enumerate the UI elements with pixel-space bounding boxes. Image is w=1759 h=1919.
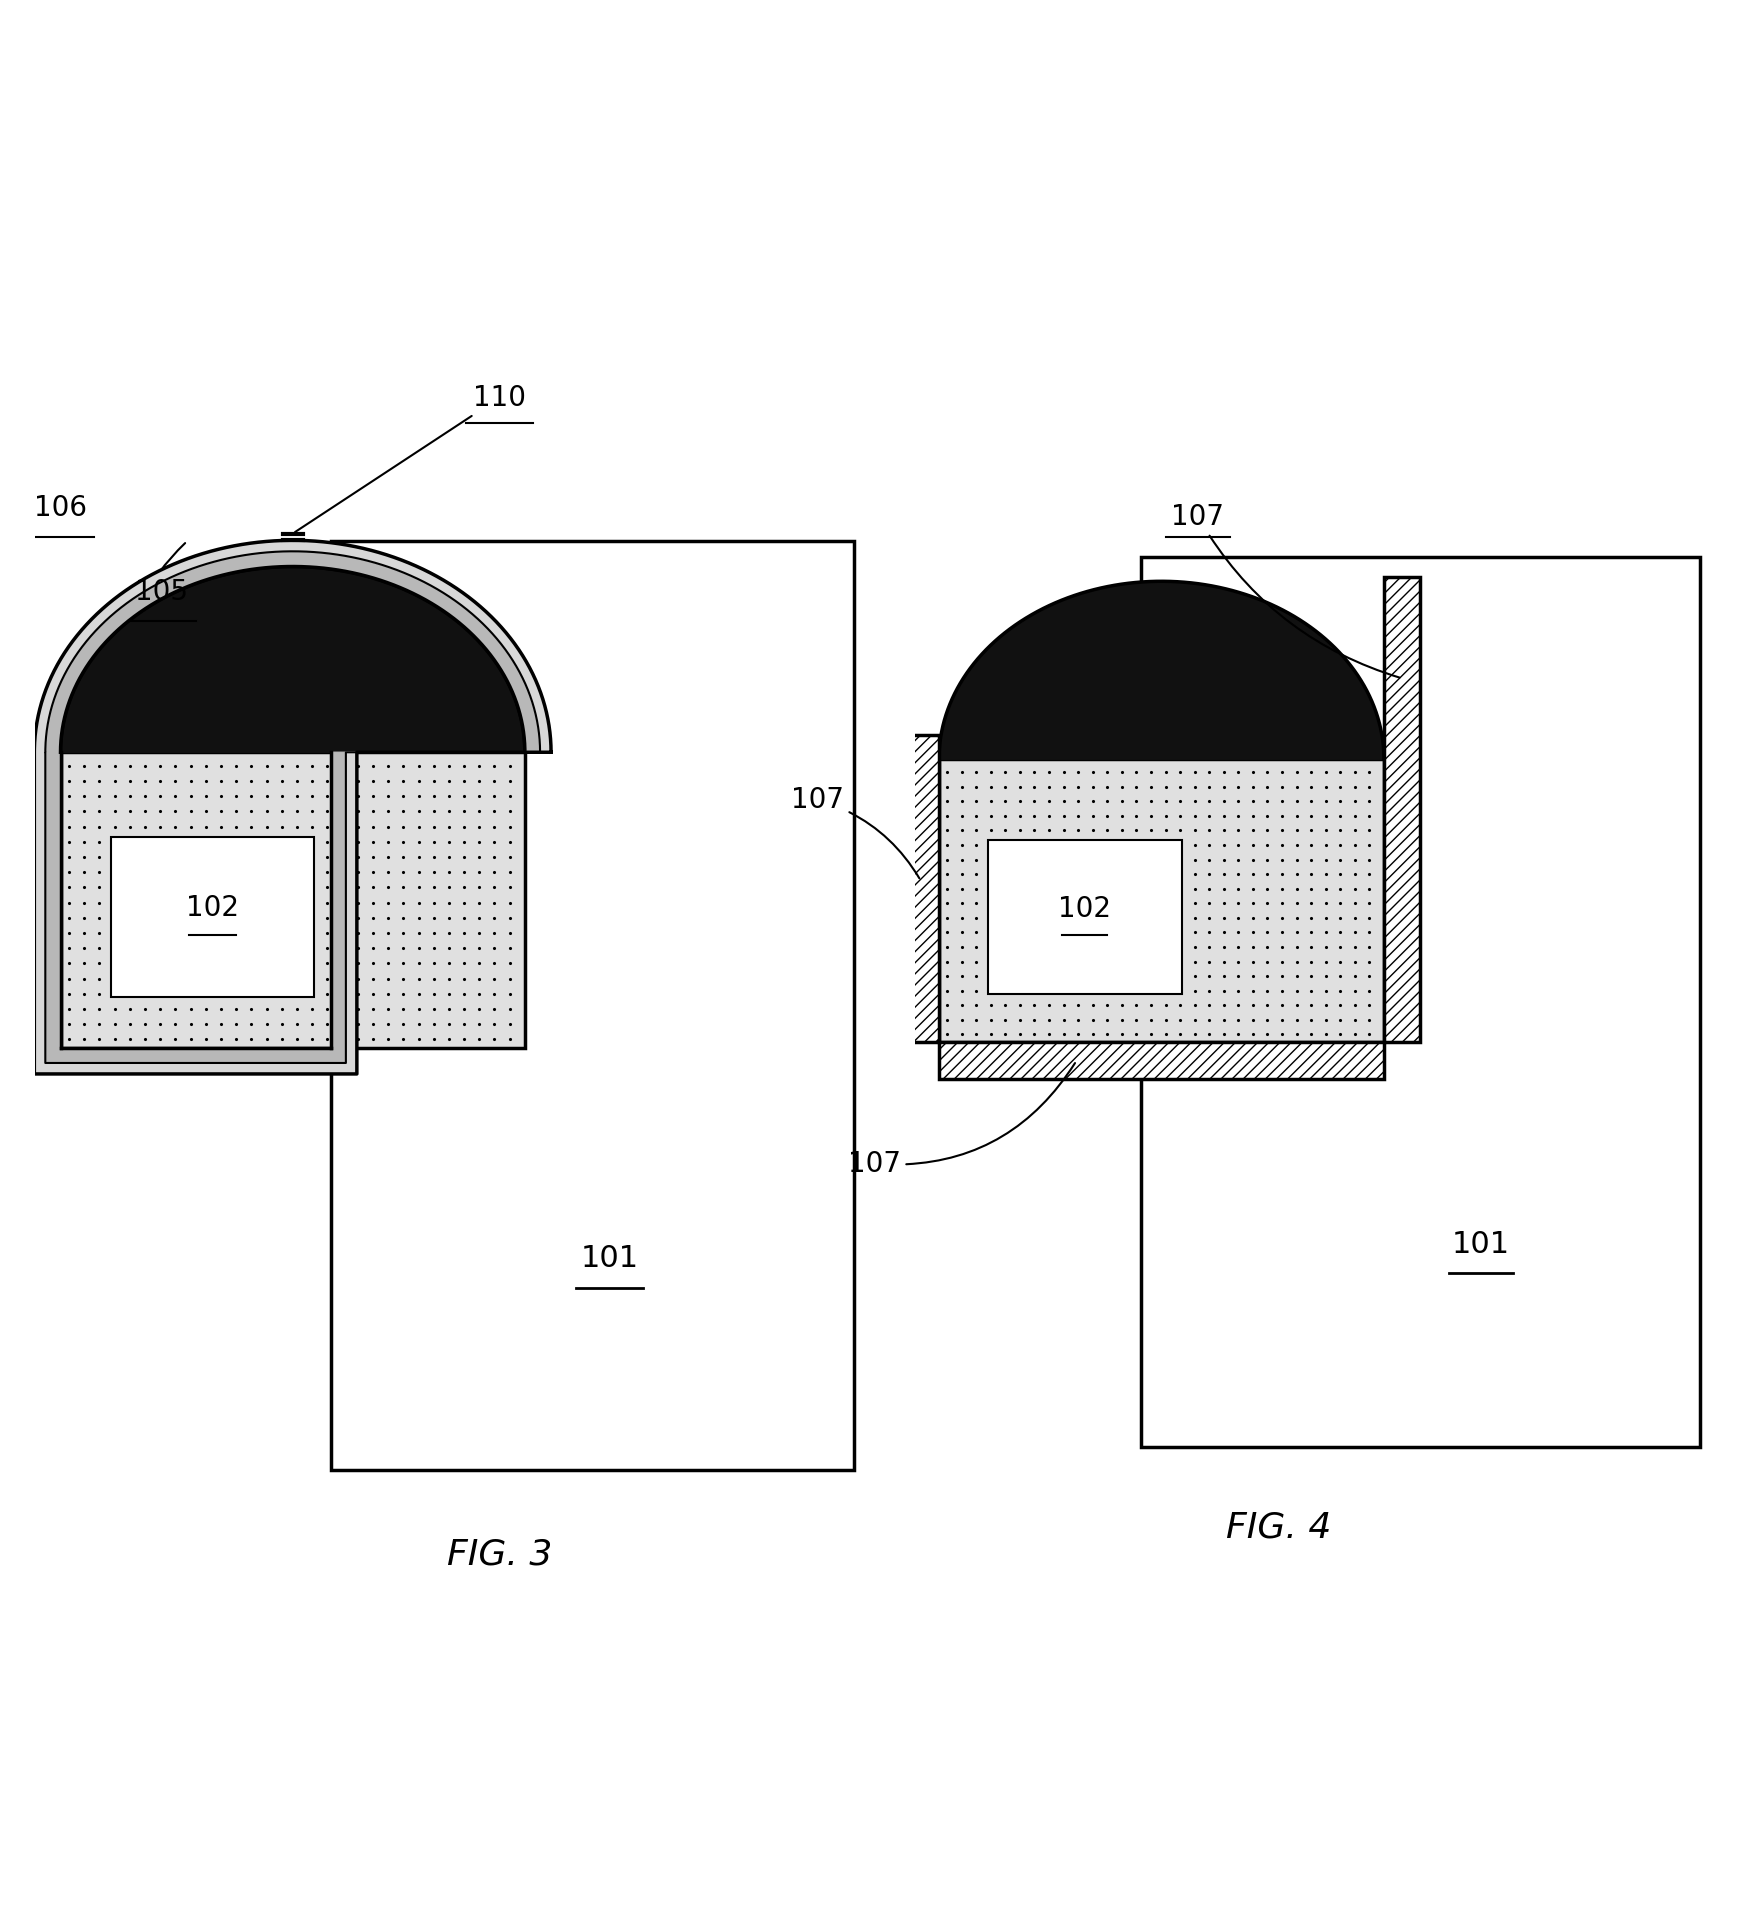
- Text: 101: 101: [1451, 1230, 1511, 1259]
- Bar: [902, 735, 939, 1042]
- Bar: [939, 1042, 1384, 1078]
- Bar: [60, 752, 524, 1048]
- Text: 106: 106: [33, 493, 86, 522]
- Text: 105: 105: [135, 578, 188, 606]
- Bar: [939, 760, 1384, 1042]
- Text: 107: 107: [848, 1063, 1075, 1178]
- Polygon shape: [939, 581, 1384, 760]
- Text: 110: 110: [296, 384, 526, 532]
- Text: 107: 107: [1171, 503, 1400, 677]
- Polygon shape: [60, 566, 524, 752]
- Text: 102: 102: [1059, 894, 1112, 923]
- Bar: [331, 541, 855, 1470]
- Polygon shape: [35, 541, 551, 1075]
- Bar: [939, 760, 1384, 1042]
- Text: 101: 101: [580, 1244, 639, 1274]
- Text: 102: 102: [186, 894, 239, 923]
- Text: FIG. 3: FIG. 3: [447, 1537, 552, 1572]
- Bar: [987, 841, 1182, 994]
- Bar: [60, 752, 524, 1048]
- Bar: [111, 837, 313, 998]
- Text: 107: 107: [792, 785, 920, 879]
- Polygon shape: [46, 551, 540, 1063]
- Text: FIG. 4: FIG. 4: [1226, 1510, 1332, 1545]
- Bar: [1384, 578, 1420, 1042]
- Bar: [1142, 557, 1699, 1447]
